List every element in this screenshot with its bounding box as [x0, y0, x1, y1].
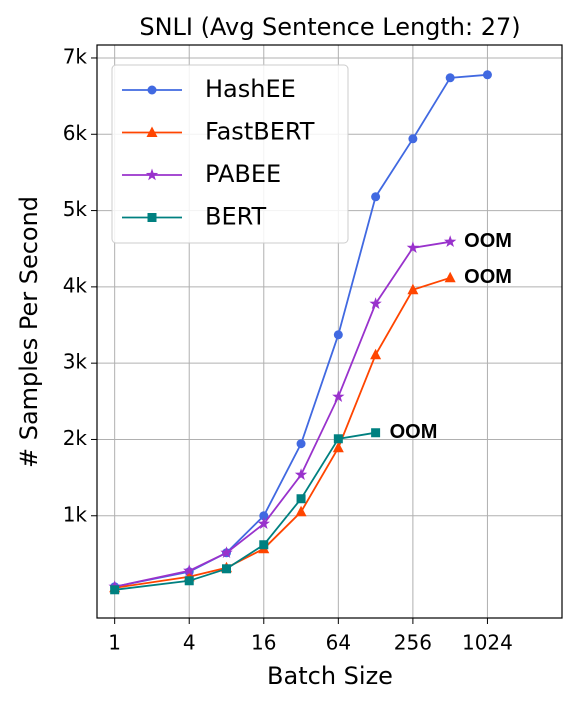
marker — [296, 494, 306, 504]
legend: HashEE FastBERT PABEE BERT — [111, 64, 349, 244]
marker — [371, 192, 381, 202]
marker — [220, 546, 233, 559]
oom-annotation: OOM — [464, 266, 512, 288]
marker — [110, 585, 120, 595]
plot-frame — [96, 44, 563, 619]
marker — [257, 517, 270, 530]
marker — [333, 434, 343, 444]
y-tick-label: 1k — [63, 502, 88, 526]
y-tick-label: 4k — [63, 273, 88, 297]
marker — [259, 511, 269, 521]
marker — [371, 428, 381, 438]
legend-label: HashEE — [205, 75, 296, 103]
legend-box — [111, 64, 349, 244]
series-line — [114, 240, 451, 588]
legend-marker — [145, 168, 159, 181]
legend-label: BERT — [205, 203, 267, 231]
marker — [407, 283, 419, 295]
y-tick-label: 7k — [63, 44, 88, 68]
x-tick-label: 1 — [108, 631, 121, 655]
marker — [296, 439, 306, 449]
x-tick-label: 1024 — [462, 631, 513, 655]
x-tick-label: 256 — [394, 631, 432, 655]
legend-label: FastBERT — [205, 118, 315, 146]
marker — [332, 390, 345, 402]
marker — [332, 441, 344, 453]
oom-annotation: OOM — [464, 230, 512, 252]
x-axis-label: Batch Size — [267, 662, 393, 690]
chart-title: SNLI (Avg Sentence Length: 27) — [139, 13, 520, 41]
legend-marker — [146, 126, 158, 137]
marker — [259, 540, 269, 550]
marker — [183, 564, 196, 577]
marker — [369, 297, 382, 309]
x-tick-label: 16 — [251, 631, 276, 655]
marker — [482, 70, 492, 80]
y-tick-label: 2k — [63, 426, 88, 450]
marker — [445, 73, 455, 83]
marker — [294, 468, 308, 481]
x-tick-label: 64 — [326, 631, 351, 655]
marker — [370, 348, 382, 360]
legend-label: PABEE — [205, 160, 281, 188]
legend-marker — [147, 85, 157, 95]
marker — [295, 505, 307, 517]
oom-annotation: OOM — [390, 421, 438, 443]
marker — [333, 330, 343, 340]
y-axis-label: # Samples Per Second — [15, 196, 43, 468]
marker — [444, 271, 456, 283]
series-line — [114, 431, 376, 591]
marker — [408, 134, 418, 144]
marker — [406, 241, 420, 254]
marker — [184, 576, 194, 586]
y-tick-label: 3k — [63, 350, 88, 374]
marker — [222, 564, 232, 574]
y-tick-label: 5k — [63, 197, 88, 221]
y-tick-label: 6k — [63, 121, 88, 145]
legend-marker — [147, 213, 157, 222]
x-tick-label: 4 — [183, 631, 196, 655]
marker — [443, 235, 457, 248]
